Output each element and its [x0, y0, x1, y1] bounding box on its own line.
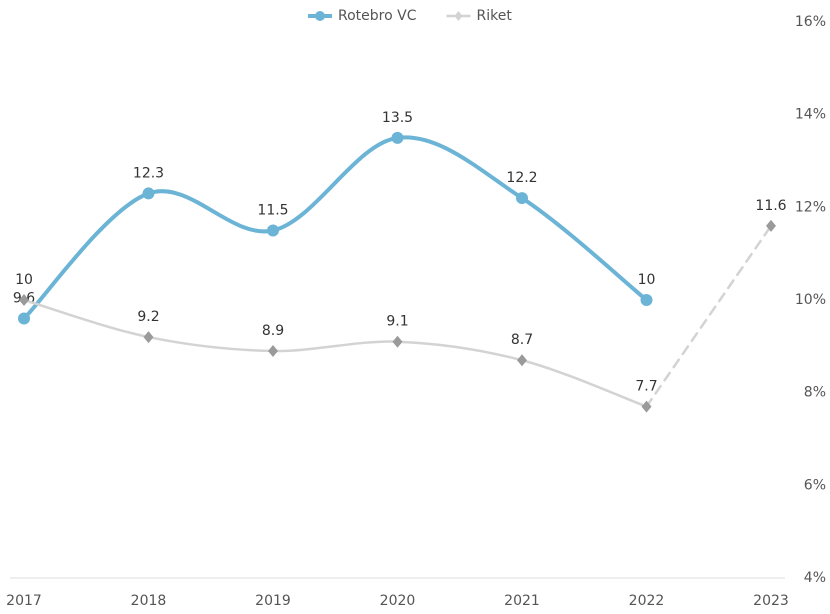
data-point — [142, 187, 155, 200]
x-tick-label: 2021 — [504, 593, 540, 609]
data-point — [267, 224, 279, 237]
x-tick-label: 2022 — [629, 593, 665, 609]
x-tick-label: 2019 — [255, 593, 291, 609]
data-point — [18, 312, 30, 325]
x-tick-label: 2020 — [380, 593, 416, 609]
legend-marker — [315, 11, 325, 21]
y-tick-label: 12% — [795, 199, 826, 215]
data-label: 10 — [15, 272, 33, 288]
y-tick-label: 4% — [804, 570, 826, 586]
series-line — [22, 298, 648, 408]
data-label: 10 — [638, 272, 656, 288]
data-label: 7.7 — [635, 379, 657, 395]
data-point — [143, 331, 154, 344]
y-tick-label: 10% — [795, 292, 826, 308]
legend-label: Rotebro VC — [338, 8, 417, 24]
y-tick-label: 8% — [804, 385, 826, 401]
x-tick-label: 2023 — [753, 593, 789, 609]
data-label: 11.6 — [755, 198, 786, 214]
legend-marker — [454, 11, 463, 21]
data-point — [391, 131, 404, 144]
data-label: 9.1 — [386, 314, 408, 330]
data-point — [268, 344, 278, 357]
series-line — [22, 135, 649, 321]
data-label: 9.2 — [137, 309, 159, 325]
y-tick-label: 16% — [795, 14, 826, 30]
data-point — [766, 219, 776, 232]
data-point — [516, 192, 528, 205]
data-label: 8.7 — [511, 332, 533, 348]
data-point — [517, 354, 527, 367]
data-point — [392, 335, 403, 348]
y-tick-label: 6% — [804, 477, 826, 493]
series-line — [645, 224, 773, 408]
data-point — [640, 294, 653, 306]
data-label: 12.3 — [133, 165, 164, 181]
data-point — [19, 294, 29, 306]
data-label: 8.9 — [262, 323, 284, 339]
y-tick-label: 14% — [795, 107, 826, 123]
x-tick-label: 2017 — [6, 593, 42, 609]
data-label: 12.2 — [506, 170, 537, 186]
data-label: 13.5 — [382, 110, 413, 126]
data-point — [641, 400, 652, 413]
data-label: 11.5 — [257, 203, 288, 219]
legend-label: Riket — [476, 8, 512, 24]
x-tick-label: 2018 — [131, 593, 167, 609]
